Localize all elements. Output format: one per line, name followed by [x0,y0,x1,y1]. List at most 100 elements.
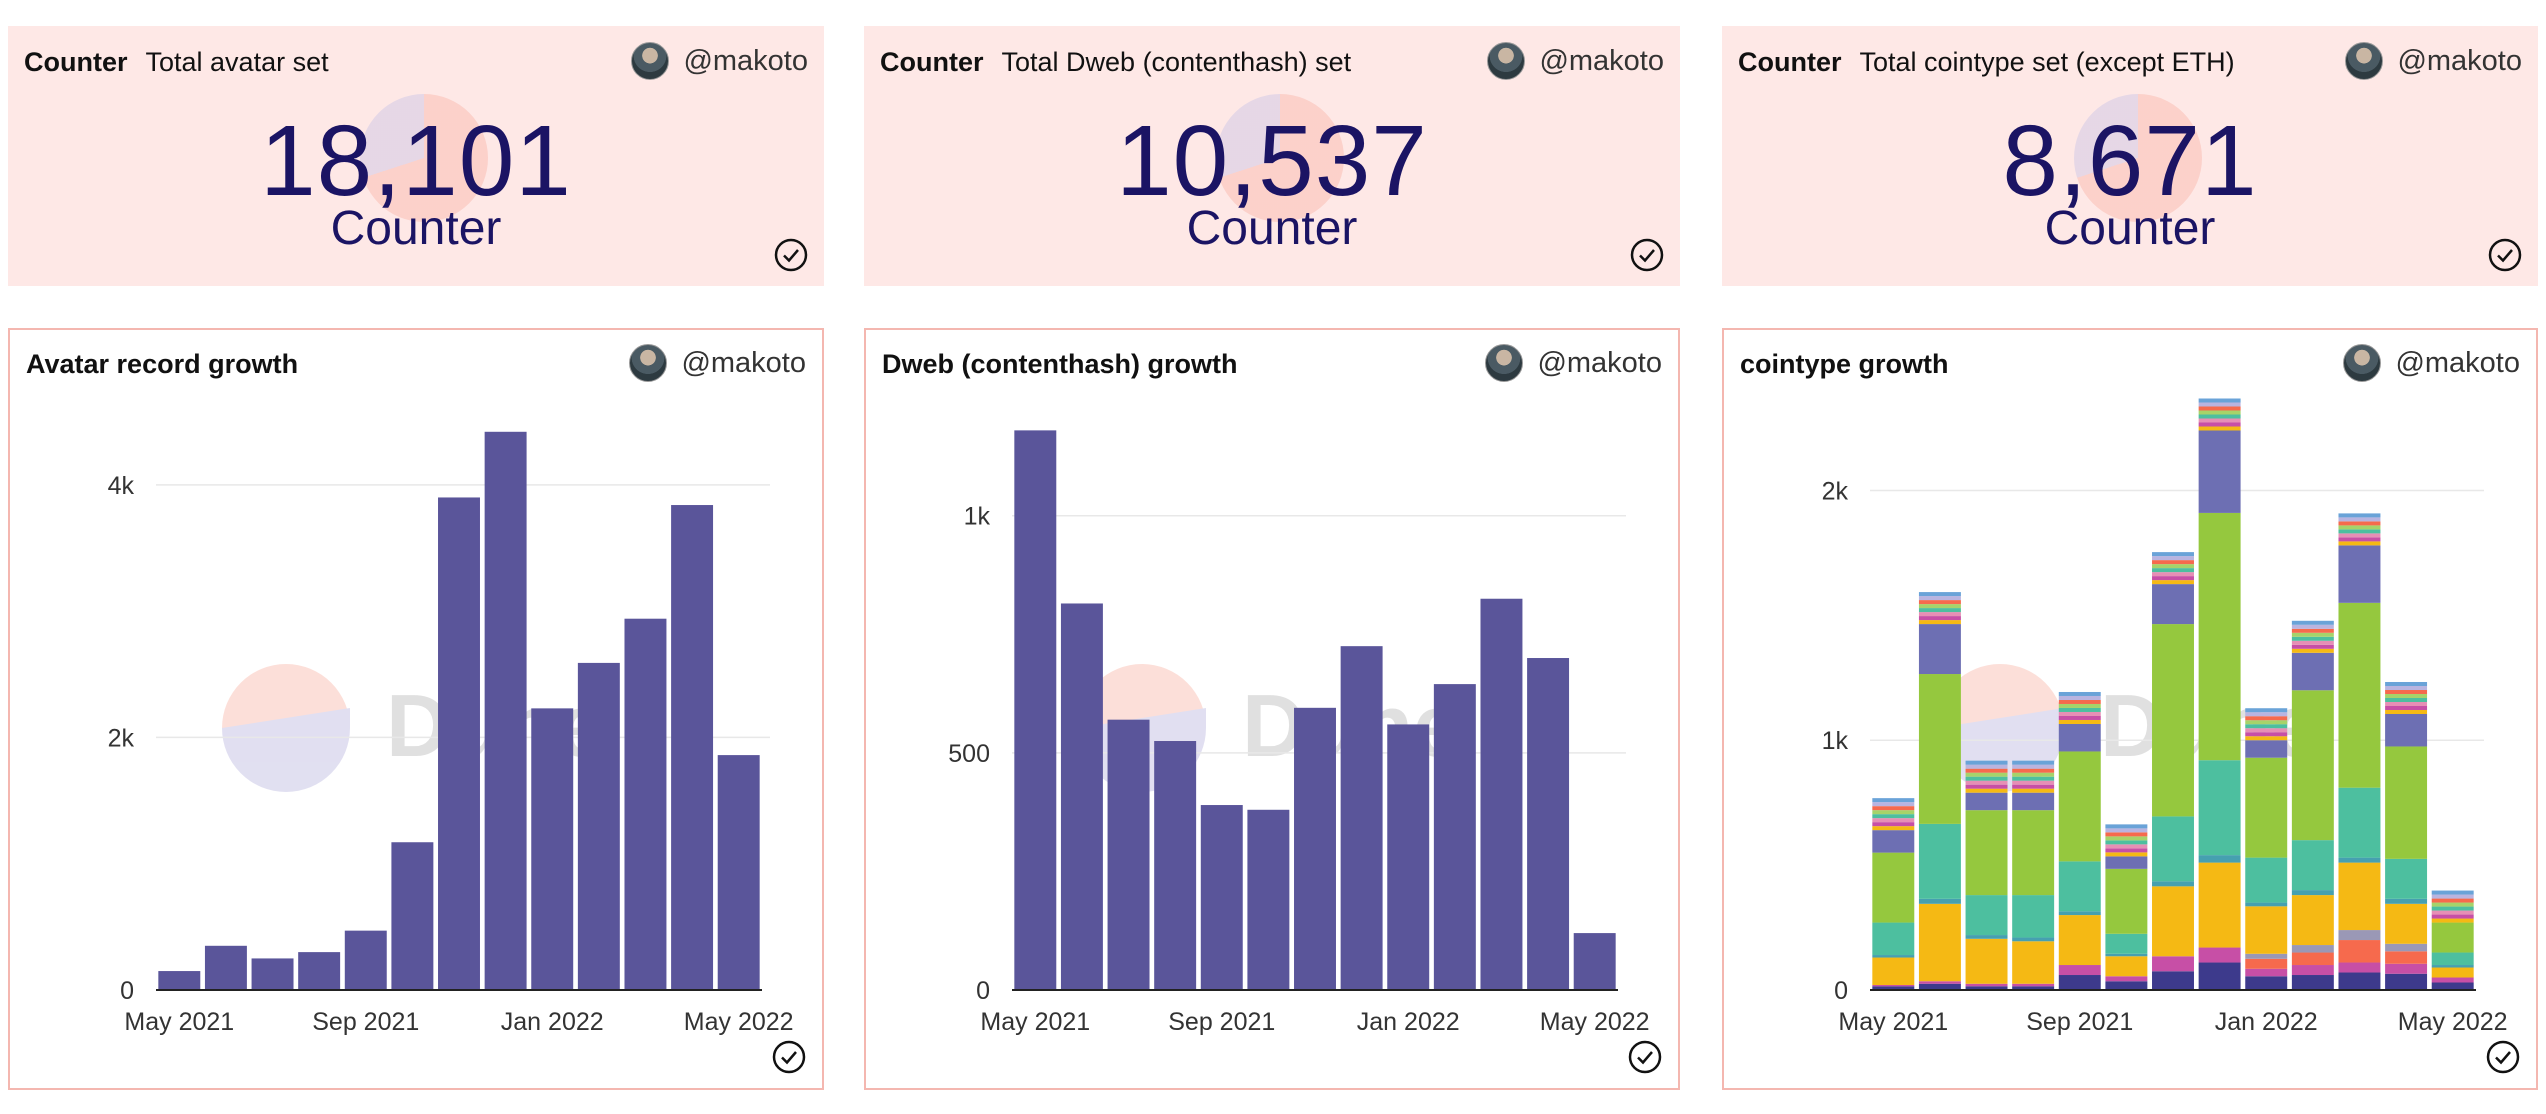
stacked-bar[interactable] [2012,760,2055,990]
bar[interactable] [1247,809,1290,990]
bar-segment-minor [2338,525,2381,530]
author-link[interactable]: @makoto [2345,42,2522,80]
bar[interactable] [1060,603,1103,990]
stacked-bar[interactable] [2431,890,2474,990]
bar-segment [1872,986,1915,990]
bar[interactable] [391,842,434,990]
watermark-top [1078,664,1206,728]
avatar [2343,344,2382,382]
bar[interactable] [1014,430,1057,990]
bar-segment [1872,830,1915,853]
bar-segment [2338,857,2381,863]
bar-segment [1918,823,1961,899]
dune-logo-watermark [360,94,488,222]
bar-segment-minor [1965,760,2008,765]
bar-segment [2198,947,2241,963]
avatar [2345,42,2384,80]
counter-card-avatar: Counter Total avatar set @makoto 18,101 C… [8,26,824,286]
bar-segment [2385,973,2428,990]
bar[interactable] [344,930,387,990]
bar[interactable] [531,708,574,990]
bar-segment [2385,963,2428,974]
chart-card-cointype: cointype growth @makoto Dune01k2kMay 202… [1722,328,2538,1090]
stacked-bar[interactable] [1872,798,1915,990]
bar-segment-minor [2152,552,2194,557]
bar[interactable] [1573,933,1616,990]
bar[interactable] [577,662,620,990]
bar[interactable] [671,505,714,990]
bar[interactable] [624,618,667,990]
counter-caption: Counter [1186,202,1358,255]
bar-segment [2152,886,2194,957]
bar-segment [1918,674,1961,824]
bar-segment [2058,751,2101,862]
stacked-bar[interactable] [2291,620,2334,990]
bar-segment-minor [2431,890,2474,895]
y-tick-label: 2k [1822,477,1849,505]
bar[interactable] [1480,598,1523,990]
counter-value: 18,101 [260,105,572,217]
author-link[interactable]: @makoto [1485,344,1662,382]
bar-segment-minor [2431,918,2474,923]
bar[interactable] [251,958,294,990]
bar-segment [1872,852,1915,923]
stacked-bar[interactable] [1918,592,1961,990]
author-link[interactable]: @makoto [1487,42,1664,80]
stacked-bar[interactable] [2338,513,2381,990]
bar-segment-minor [2058,699,2101,704]
bar[interactable] [1107,719,1150,990]
stacked-bar[interactable] [2152,552,2194,990]
bar-segment [1918,624,1961,675]
bar[interactable] [1294,707,1336,990]
author-name: @makoto [2395,346,2520,379]
bar[interactable] [298,952,341,990]
bar-segment-minor [2152,568,2194,573]
bar-segment-minor [2152,580,2194,585]
bar[interactable] [1200,805,1243,990]
bar-segment-minor [1918,600,1961,605]
bar[interactable] [1433,684,1476,990]
bar[interactable] [717,755,760,990]
bar-segment [1965,986,2008,990]
bar-segment [1965,938,2008,984]
stacked-bar[interactable] [2058,691,2101,990]
stacked-bar[interactable] [2385,681,2428,990]
stacked-bar[interactable] [2198,398,2241,990]
bar[interactable] [484,431,527,990]
bar-segment-minor [1965,768,2008,773]
bar-segment-minor [2198,410,2241,415]
bar[interactable] [1527,658,1570,990]
bar-segment-minor [2105,844,2148,849]
counter-title: Total avatar set [145,47,329,77]
author-link[interactable]: @makoto [2343,344,2520,382]
bar[interactable] [158,971,201,990]
bar-segment [2338,602,2381,788]
check-circle-icon [772,1040,806,1074]
bar[interactable] [438,497,480,990]
bar-segment [2245,953,2288,959]
y-tick-label: 0 [120,977,134,1005]
bar-segment-minor [2105,840,2148,845]
y-tick-label: 4k [108,472,135,500]
bar-segment-minor [2105,828,2148,833]
bar-segment [2291,690,2334,841]
bar-segment-minor [2385,705,2428,710]
bar[interactable] [1154,741,1197,990]
author-name: @makoto [681,346,806,379]
bar-segment [2291,840,2334,891]
stacked-bar[interactable] [2245,708,2288,990]
author-link[interactable]: @makoto [631,42,808,80]
bar-segment-minor [2431,898,2474,903]
bar-segment [2245,968,2288,977]
stacked-bar[interactable] [2105,824,2148,990]
author-link[interactable]: @makoto [629,344,806,382]
bar-segment [2338,940,2381,963]
bar[interactable] [1387,724,1430,990]
stacked-bar[interactable] [1965,760,2008,990]
bar-segment-minor [1872,822,1915,827]
bar[interactable] [1340,646,1383,990]
bar[interactable] [204,945,247,990]
bar-segment [1965,895,2008,936]
